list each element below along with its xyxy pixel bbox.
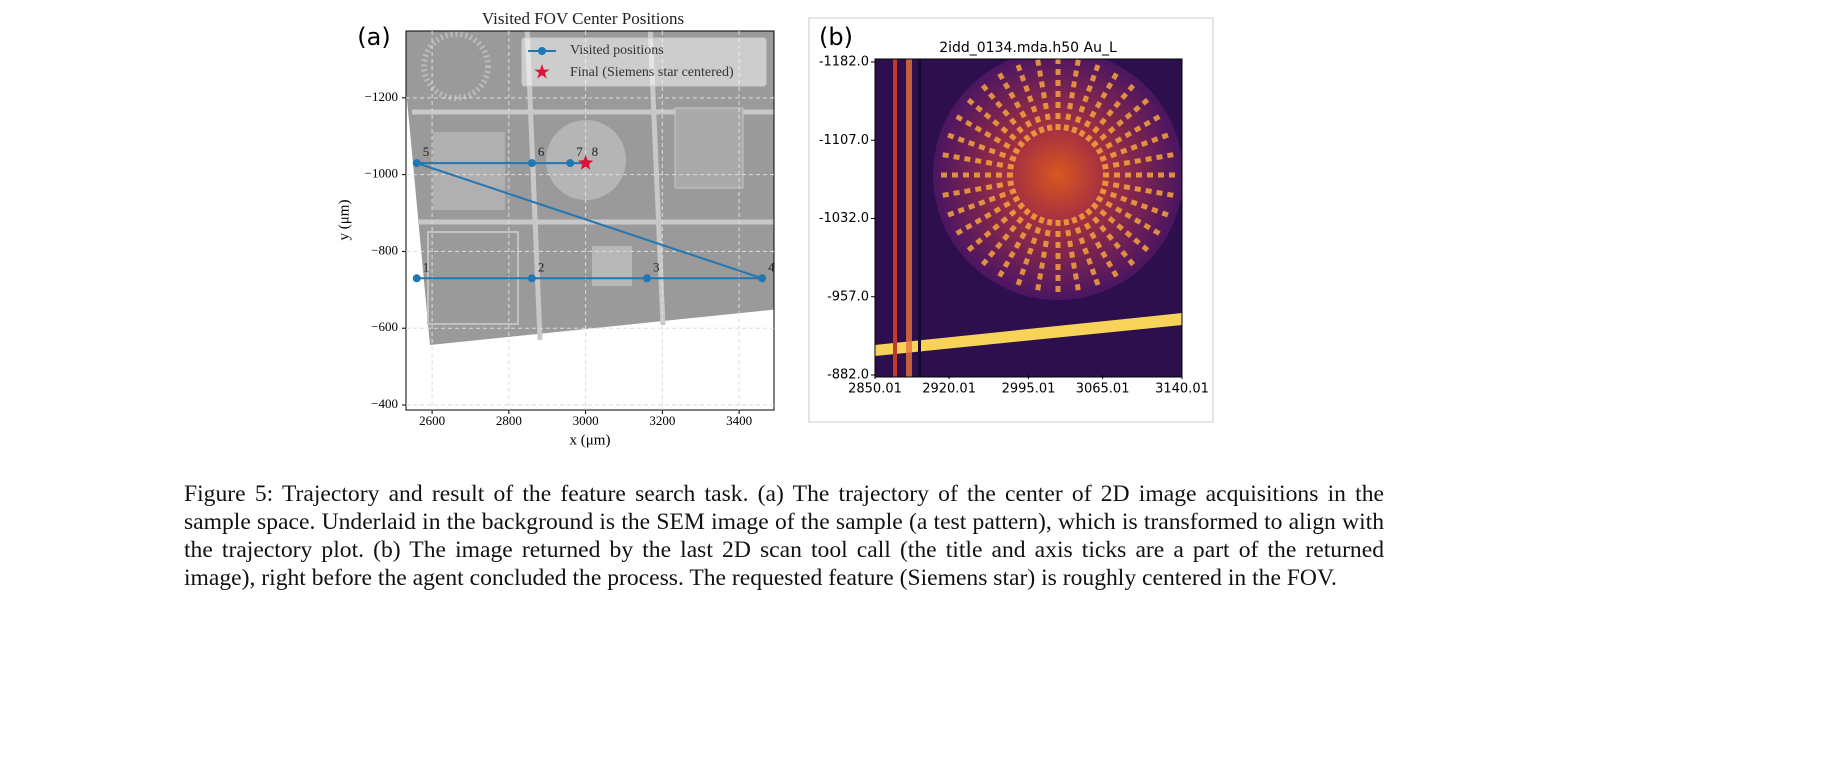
star-spoke <box>962 202 1026 256</box>
position-marker <box>642 274 651 283</box>
star-spoke <box>1078 212 1122 282</box>
star-spoke <box>951 111 1021 155</box>
sem-image <box>406 31 774 345</box>
y-tick-label: -882.0 <box>827 368 869 383</box>
star-spoke <box>1101 180 1179 199</box>
point-label: 6 <box>538 144 545 159</box>
star-spoke <box>951 195 1021 239</box>
y-axis-label: y (μm) <box>336 200 352 241</box>
trajectory-line <box>416 162 763 280</box>
star-spoke <box>1013 59 1045 134</box>
star-spoke <box>1034 218 1053 296</box>
star-spoke <box>942 188 1017 220</box>
star-spoke <box>994 212 1038 282</box>
x-tick-label: 3000 <box>573 413 599 428</box>
x-tick-label: 2850.01 <box>848 382 902 397</box>
chart-title: Visited FOV Center Positions <box>482 9 684 28</box>
star-spoke <box>942 130 1017 162</box>
legend-box <box>521 37 767 87</box>
x-axis-label: x (μm) <box>570 432 611 448</box>
chart-title: 2idd_0134.mda.h50 Au_L <box>939 40 1117 56</box>
panel-frame <box>808 17 1214 423</box>
x-tick-label: 2920.01 <box>922 382 976 397</box>
axes-frame <box>405 30 775 411</box>
y-tick-label: -1032.0 <box>819 211 869 226</box>
y-tick-label: −400 <box>371 396 398 411</box>
star-spoke <box>1095 195 1165 239</box>
star-spoke <box>1095 111 1165 155</box>
x-tick-label: 3065.01 <box>1076 382 1130 397</box>
heatmap-image <box>875 59 1182 377</box>
x-tick-label: 3140.01 <box>1155 382 1209 397</box>
star-spoke <box>1101 151 1179 170</box>
star-spoke <box>1085 79 1139 143</box>
y-tick-label: −1000 <box>365 166 398 181</box>
point-label: 7 <box>576 144 583 159</box>
point-label: 1 <box>423 259 430 274</box>
position-marker <box>412 159 421 168</box>
caption: Figure 5: Trajectory and result of the f… <box>184 481 1384 591</box>
star-spoke <box>1090 202 1154 256</box>
x-tick-label: 3200 <box>649 413 675 428</box>
x-tick-label: 2800 <box>496 413 522 428</box>
position-marker <box>527 159 536 168</box>
position-marker <box>412 274 421 283</box>
star-spoke <box>1063 218 1082 296</box>
y-tick-label: -1182.0 <box>819 55 869 70</box>
final-marker <box>578 155 594 170</box>
x-tick-label: 3400 <box>726 413 752 428</box>
position-marker <box>527 274 536 283</box>
star-spoke <box>1085 207 1139 271</box>
star-spoke <box>1063 59 1081 132</box>
point-label: 8 <box>592 144 599 159</box>
star-spoke <box>1078 68 1122 138</box>
star-spoke <box>1090 94 1154 148</box>
position-marker <box>566 159 575 168</box>
star-spoke <box>937 151 1015 170</box>
point-label: 5 <box>423 144 430 159</box>
y-tick-label: -957.0 <box>827 289 869 304</box>
figure: Visited FOV Center Positions (a) x (μm) … <box>336 9 1214 448</box>
star-spoke <box>1099 130 1174 162</box>
star-spoke <box>994 68 1038 138</box>
star-spoke <box>1035 59 1053 132</box>
legend-label: Visited positions <box>570 43 664 58</box>
point-label: 2 <box>538 259 545 274</box>
star-spoke <box>977 79 1031 143</box>
panel-label: (a) <box>357 23 390 51</box>
y-tick-label: -1107.0 <box>819 133 869 148</box>
y-tick-label: −600 <box>371 319 398 334</box>
star-spoke <box>937 180 1015 199</box>
point-label: 4 <box>768 259 775 274</box>
panel-label: (b) <box>819 23 853 51</box>
y-tick-label: −1200 <box>365 89 398 104</box>
star-spoke <box>962 94 1026 148</box>
point-label: 3 <box>653 259 660 274</box>
x-tick-label: 2600 <box>419 413 445 428</box>
star-spoke <box>1071 59 1103 134</box>
y-tick-label: −800 <box>371 242 398 257</box>
x-tick-label: 2995.01 <box>1002 382 1056 397</box>
position-marker <box>758 274 767 283</box>
legend-symbol <box>538 47 546 55</box>
legend-label: Final (Siemens star centered) <box>570 65 734 80</box>
star-spoke <box>1071 216 1103 291</box>
star-spoke <box>977 207 1031 271</box>
legend-symbol: ★ <box>533 62 551 84</box>
star-spoke <box>1013 216 1045 291</box>
star-spoke <box>1099 188 1174 220</box>
